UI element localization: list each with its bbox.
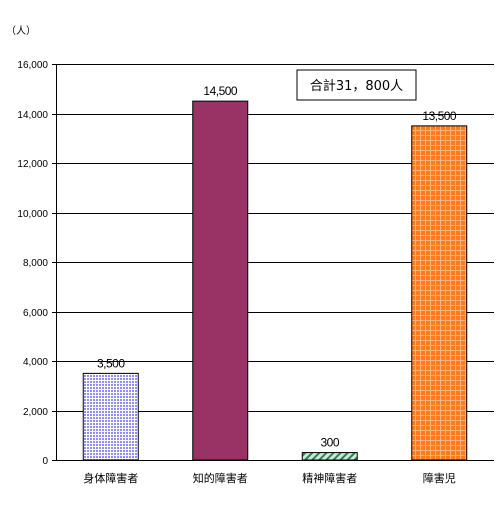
category-label-3: 精神障害者 [302, 471, 357, 485]
data-label-3: 300 [320, 436, 339, 450]
y-axis-tick-labels: 0 2,000 4,000 6,000 8,000 10,000 12,000 14,000 1… [17, 60, 48, 467]
total-annotation-text: 合計31，800人 [310, 78, 403, 94]
y-tick-label: 0 [42, 456, 48, 467]
y-tick-label: 16,000 [17, 60, 48, 71]
y-tick-label: 14,000 [17, 110, 48, 121]
category-label-1: 身体障害者 [83, 471, 138, 485]
bar-3 [301, 452, 358, 461]
x-axis-category-labels: 身体障害者 知的障害者 精神障害者 障害児 [83, 471, 456, 485]
bar-2 [192, 100, 249, 461]
bar-4 [411, 125, 468, 461]
category-label-4: 障害児 [423, 471, 456, 485]
data-labels: 3,500 14,500 300 13,500 [97, 84, 457, 449]
data-label-2: 14,500 [203, 84, 238, 98]
bar-1 [82, 372, 139, 461]
y-tick-label: 4,000 [23, 357, 48, 368]
data-label-4: 13,500 [422, 109, 457, 123]
bars [82, 100, 468, 461]
y-tick-label: 12,000 [17, 159, 48, 170]
category-label-2: 知的障害者 [193, 471, 248, 485]
y-tick-label: 2,000 [23, 407, 48, 418]
total-annotation-box [296, 69, 417, 101]
y-tick-label: 6,000 [23, 308, 48, 319]
y-axis-unit-label: （人） [6, 25, 36, 37]
y-tick-label: 10,000 [17, 209, 48, 220]
y-tick-label: 8,000 [23, 258, 48, 269]
data-label-1: 3,500 [97, 356, 125, 370]
total-annotation: 合計31，800人 [296, 69, 417, 101]
